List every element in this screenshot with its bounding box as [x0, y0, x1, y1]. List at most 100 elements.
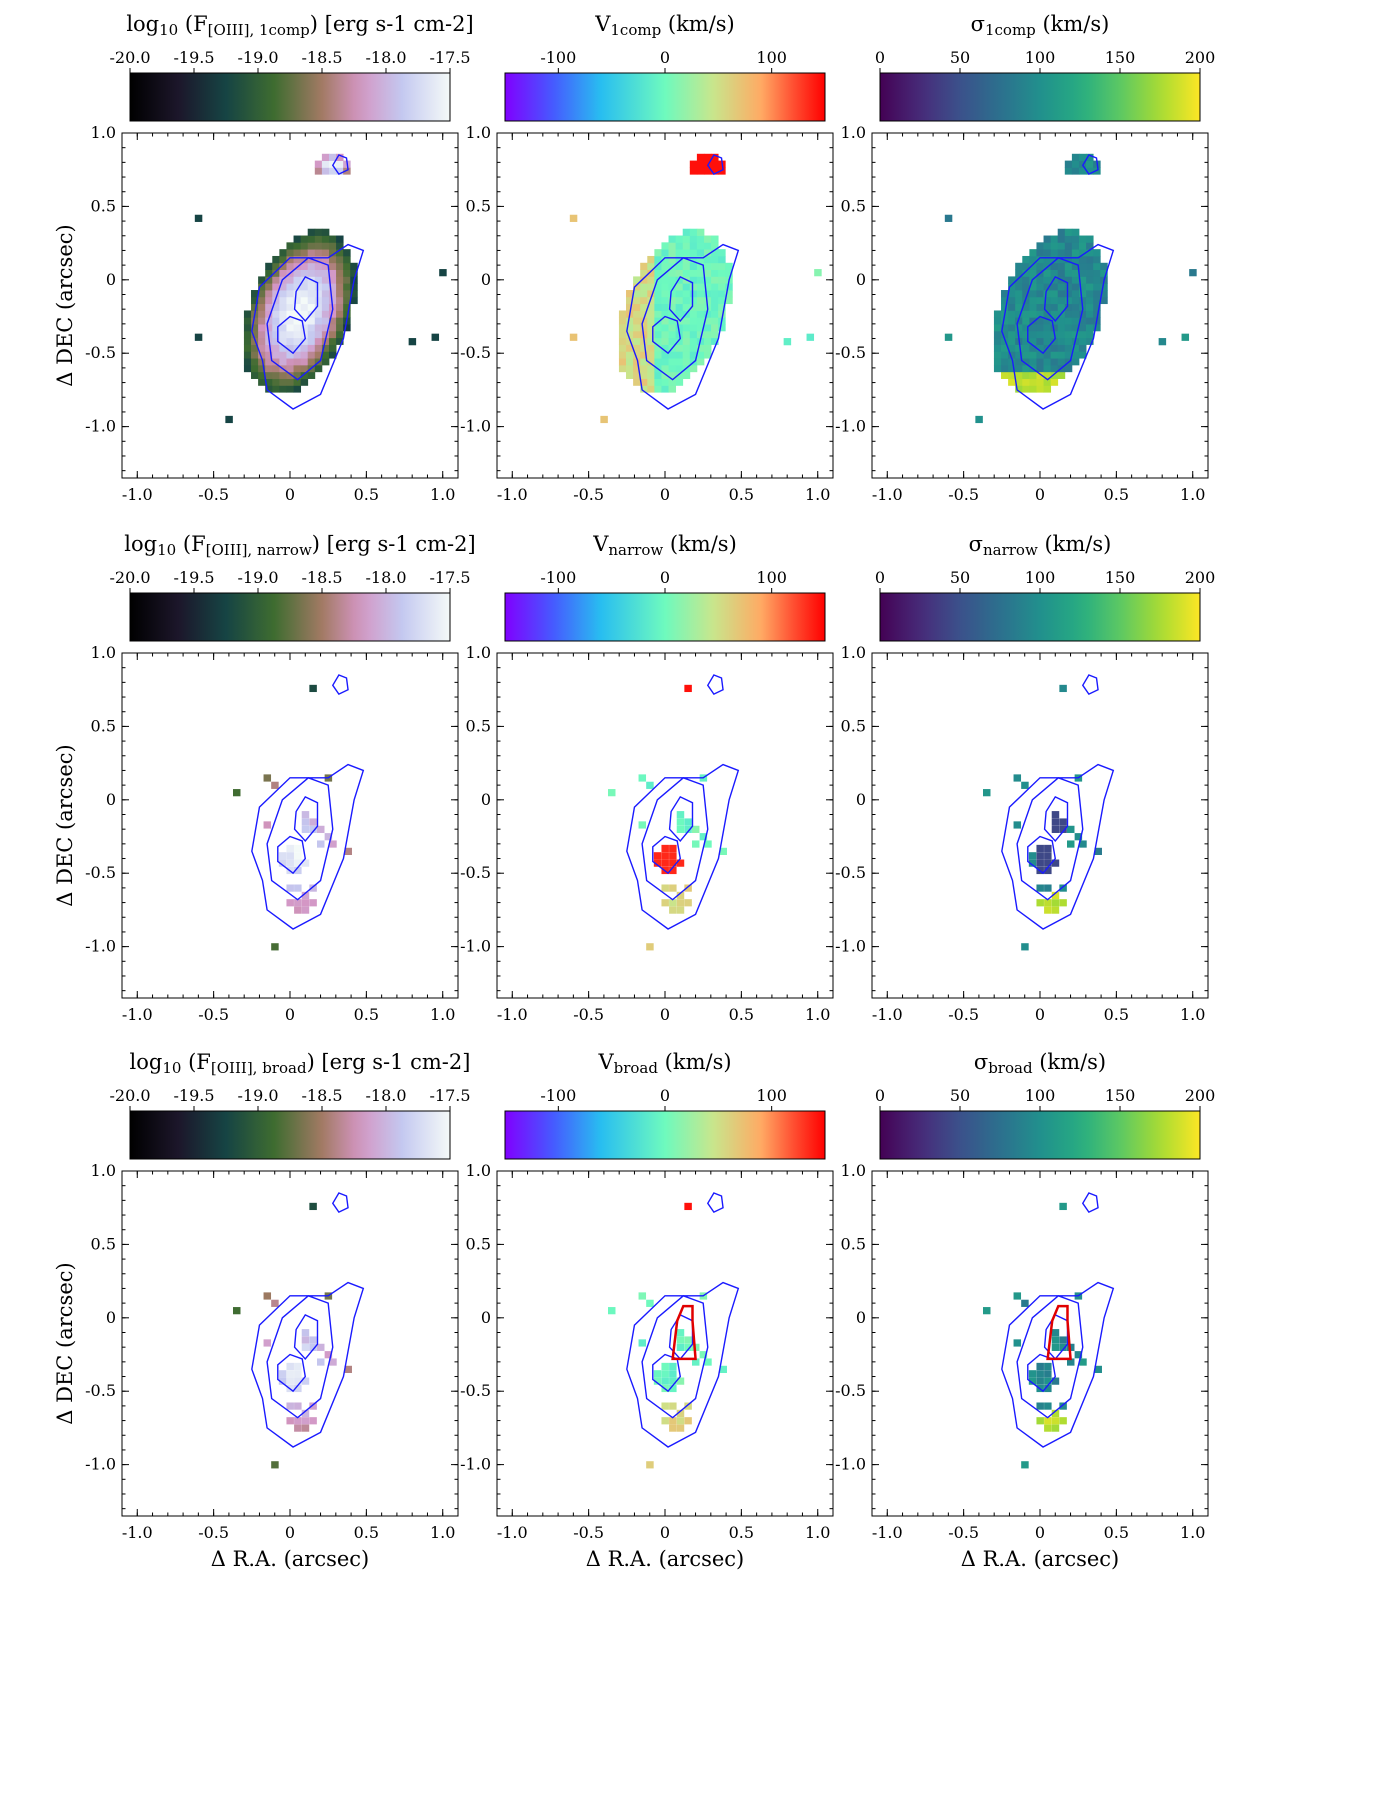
heatmap-pixel	[719, 1365, 727, 1373]
heatmap-pixel	[676, 1377, 685, 1385]
heatmap-pixel	[307, 351, 316, 359]
heatmap-pixel	[993, 310, 1002, 318]
heatmap-pixel	[293, 283, 302, 291]
heatmap-pixel	[301, 1409, 310, 1418]
x-tick-label: -1.0	[122, 485, 153, 504]
heatmap-pixel	[711, 242, 719, 250]
heatmap-pixel	[696, 283, 705, 291]
contour-middle	[1016, 256, 1084, 381]
heatmap-pixel	[1008, 317, 1016, 325]
contour-outer	[626, 243, 740, 410]
x-tick-label: 1.0	[1180, 485, 1205, 504]
heatmap-pixel	[675, 364, 684, 373]
heatmap-pixel	[703, 351, 712, 359]
heatmap-pixel	[336, 303, 344, 311]
heatmap-pixel	[661, 344, 669, 352]
heatmap-pixel	[647, 378, 655, 386]
heatmap-pixel	[300, 269, 309, 277]
heatmap-pixel	[243, 344, 252, 352]
heatmap-pixel	[1029, 255, 1037, 264]
heatmap-pixel	[661, 317, 669, 325]
heatmap-pixel	[321, 160, 330, 168]
contour-middle	[1016, 1294, 1084, 1419]
heatmap-pixel	[1050, 351, 1059, 359]
x-tick-label: 0.5	[354, 1005, 379, 1024]
heatmap-pixel	[618, 310, 627, 318]
colorbar-tick-label: 0	[875, 568, 885, 587]
heatmap-pixel	[324, 833, 333, 841]
heatmap-pixel	[328, 283, 337, 291]
heatmap-pixel	[309, 684, 317, 693]
heatmap-pixel	[633, 310, 641, 318]
heatmap-pixel	[272, 364, 280, 373]
heatmap-pixel	[321, 290, 330, 298]
heatmap-pixel	[1043, 242, 1052, 250]
contour-upper_core	[668, 275, 694, 322]
heatmap-pixel	[314, 344, 323, 352]
heatmap-pixel	[696, 351, 705, 359]
heatmap-pixel	[1015, 344, 1023, 352]
heatmap-pixel	[633, 344, 641, 352]
heatmap-pixel	[1078, 235, 1087, 243]
heatmap-pixel	[300, 283, 309, 291]
heatmap-pixel	[638, 1339, 647, 1347]
colorbar-tick-label: 200	[1185, 48, 1216, 67]
heatmap-pixel	[669, 1417, 677, 1425]
heatmap-pixel	[286, 371, 294, 379]
heatmap-pixel	[258, 337, 266, 345]
axes-frame	[496, 1170, 834, 1517]
heatmap-pixel	[1015, 358, 1023, 366]
heatmap-pixel	[272, 255, 280, 264]
heatmap-pixel	[278, 1377, 287, 1385]
heatmap-pixel	[286, 242, 294, 250]
y-tick-label: -1.0	[835, 1455, 866, 1474]
heatmap-pixel	[696, 249, 705, 257]
heatmap-pixel	[640, 378, 648, 386]
heatmap-pixel	[1078, 310, 1087, 318]
heatmap-pixel	[684, 1417, 692, 1425]
heatmap-pixel	[689, 262, 698, 270]
heatmap-pixel	[1008, 310, 1016, 318]
contour-upper_core	[1043, 275, 1069, 322]
heatmap-pixel	[633, 371, 641, 379]
heatmap-pixel	[293, 235, 302, 243]
heatmap-pixel	[336, 296, 344, 305]
x-axis-label: Δ R.A. (arcsec)	[961, 1547, 1120, 1571]
heatmap-pixel	[1057, 317, 1066, 325]
contour-lines	[626, 1192, 740, 1448]
heatmap-pixel	[699, 1351, 708, 1359]
heatmap-pixel	[307, 317, 316, 325]
heatmap-pixel	[1051, 899, 1060, 907]
heatmap-pixel	[1071, 344, 1080, 352]
heatmap-pixel	[711, 269, 719, 277]
heatmap-pixel	[294, 1402, 302, 1410]
heatmap-pixel	[993, 364, 1002, 373]
panel-broad-flux: log10 (F[OIII], broad) [erg s-1 cm-2] -20…	[53, 1050, 471, 1571]
heatmap-pixel	[1071, 249, 1080, 257]
heatmap-pixel	[1064, 276, 1073, 284]
heatmap-pixel	[1029, 249, 1037, 257]
heatmap-pixel	[1059, 899, 1067, 907]
contour-blob	[331, 1192, 349, 1213]
colorbar-tick-label: 50	[950, 568, 970, 587]
heatmap-pixel	[328, 337, 337, 345]
heatmap-pixel	[1044, 859, 1052, 867]
x-axis-label: Δ R.A. (arcsec)	[211, 1547, 370, 1571]
heatmap-pixel	[1057, 242, 1066, 250]
heatmap-pixel	[1029, 344, 1037, 352]
heatmap-pixel	[293, 255, 302, 264]
heatmap-pixel	[1181, 333, 1190, 341]
heatmap-pixel	[336, 324, 344, 332]
heatmap-pixel	[314, 337, 323, 345]
heatmap-pixel	[696, 290, 705, 298]
heatmap-pixel	[1036, 249, 1044, 257]
heatmap-pixel	[336, 249, 344, 257]
heatmap-pixel	[328, 255, 337, 264]
heatmap-pixel	[321, 310, 330, 318]
colorbar-tick-label: -100	[540, 48, 576, 67]
x-tick-label: -1.0	[122, 1005, 153, 1024]
heatmap-pixel	[1051, 1424, 1060, 1432]
heatmap-pixel	[1086, 310, 1094, 318]
heatmap-pixel	[718, 290, 726, 298]
heatmap-pixel	[279, 269, 287, 277]
